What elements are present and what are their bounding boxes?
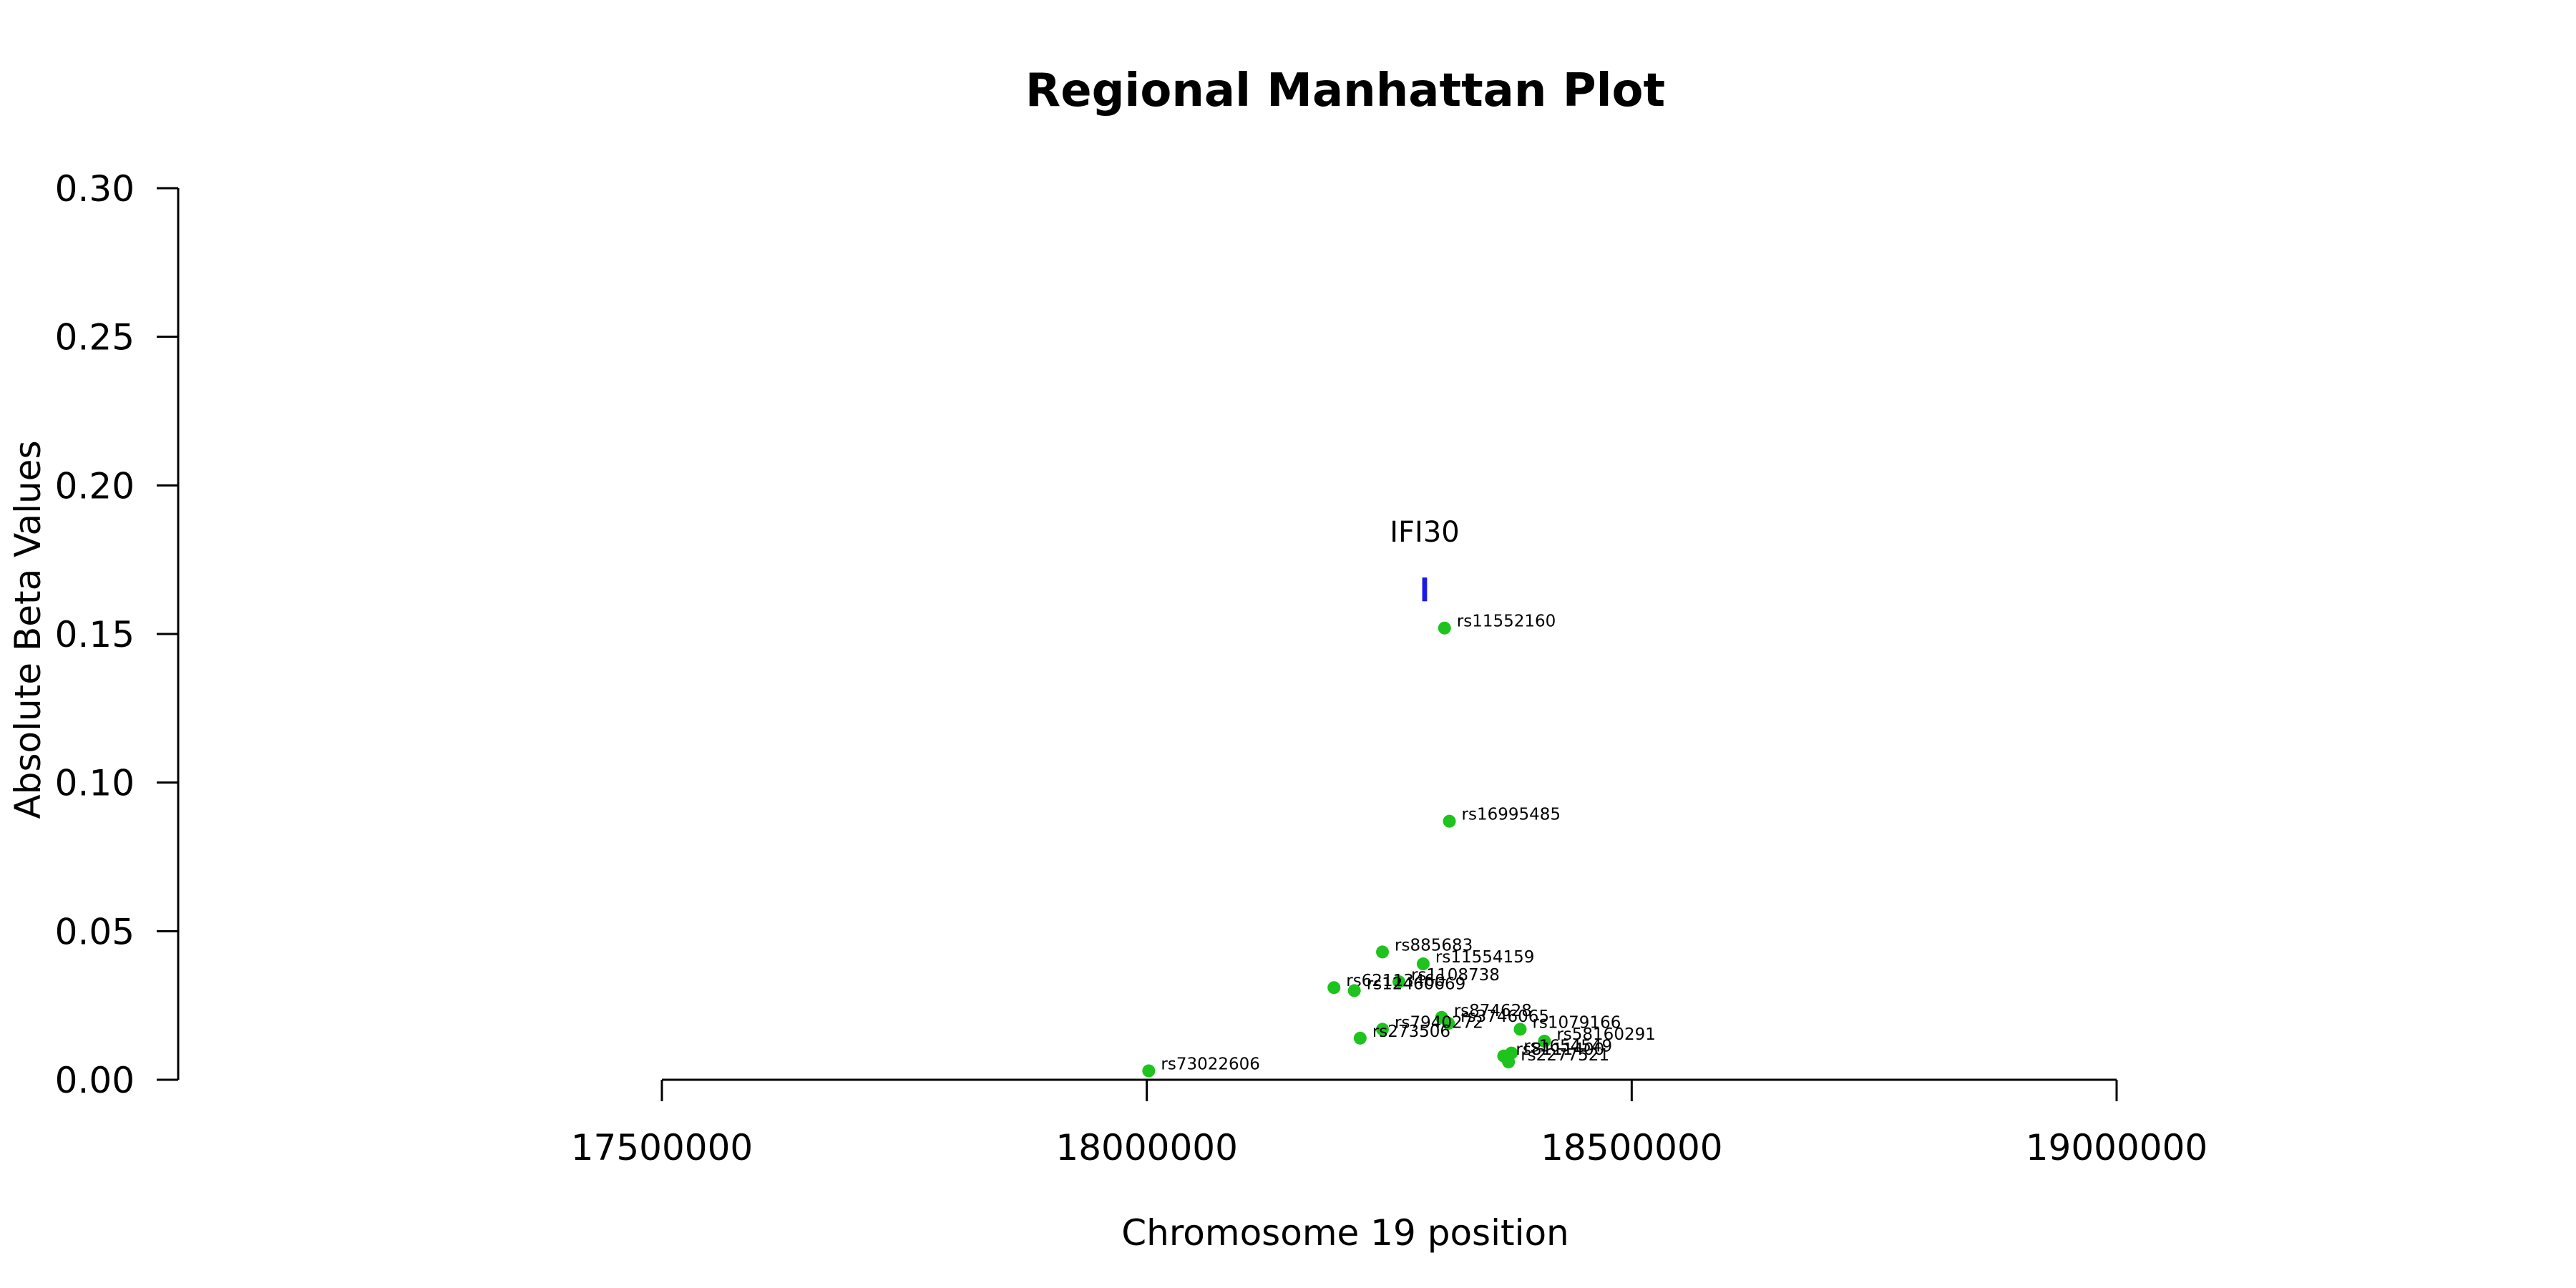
snp-point (1327, 981, 1341, 995)
snp-label: rs1654549 (1523, 1038, 1612, 1056)
y-axis: 0.00 0.05 0.10 0.15 0.20 0.25 0.30 (55, 168, 180, 1101)
snp-point (1538, 1035, 1551, 1048)
snp-label: rs62113460 (1346, 972, 1445, 990)
snp-label: rs58160291 (1556, 1025, 1656, 1044)
snp-point (1353, 1031, 1367, 1045)
gene-track: IFI30 (1390, 516, 1460, 602)
snp-point (1438, 621, 1451, 635)
y-tick-label: 0.25 (55, 317, 135, 358)
x-axis: 17500000 18000000 18500000 19000000 (571, 1078, 2208, 1169)
snp-label: rs885683 (1395, 936, 1473, 955)
y-tick-label: 0.15 (55, 614, 135, 655)
x-axis-label: Chromosome 19 position (1121, 1212, 1569, 1254)
snp-label: rs11552160 (1457, 613, 1556, 631)
snp-point (1442, 1017, 1455, 1030)
y-tick-label: 0.20 (55, 465, 135, 507)
snp-point (1513, 1023, 1527, 1036)
snp-point (1376, 945, 1390, 959)
snp-label: rs2277521 (1521, 1046, 1609, 1065)
y-tick-label: 0.10 (55, 763, 135, 804)
snp-label: rs16995485 (1462, 806, 1561, 824)
snp-point (1142, 1064, 1156, 1078)
snp-label: rs11554159 (1435, 948, 1535, 967)
chart-title: Regional Manhattan Plot (1025, 64, 1665, 117)
snp-label: rs3746065 (1460, 1008, 1549, 1026)
snp-label: rs1079166 (1532, 1013, 1621, 1032)
x-tick-label: 19000000 (2026, 1127, 2208, 1169)
snp-points: rs11552160rs16995485rs885683rs11554159rs… (1142, 613, 1656, 1078)
y-axis-label: Absolute Beta Values (7, 441, 49, 819)
snp-label: rs874628 (1454, 1002, 1532, 1020)
y-tick-label: 0.05 (55, 911, 135, 952)
x-tick-label: 17500000 (571, 1127, 753, 1169)
snp-point (1347, 984, 1361, 997)
snp-point (1443, 814, 1456, 828)
x-tick-label: 18000000 (1055, 1127, 1238, 1169)
snp-point (1502, 1055, 1516, 1069)
x-tick-label: 18500000 (1541, 1127, 1723, 1169)
snp-label: rs12460669 (1367, 975, 1466, 993)
snp-label: rs273506 (1372, 1023, 1450, 1041)
snp-label: rs73022606 (1161, 1055, 1260, 1074)
snp-point (1376, 1023, 1390, 1036)
y-tick-label: 0.00 (55, 1060, 135, 1101)
gene-label: IFI30 (1390, 516, 1460, 549)
snp-point (1416, 957, 1430, 971)
snp-label: rs1108738 (1411, 966, 1500, 985)
snp-label: rs8111400 (1516, 1040, 1604, 1059)
y-tick-label: 0.30 (55, 168, 135, 210)
snp-point (1392, 975, 1406, 988)
gene-bar (1422, 577, 1428, 602)
snp-label: rs7940272 (1395, 1013, 1483, 1032)
